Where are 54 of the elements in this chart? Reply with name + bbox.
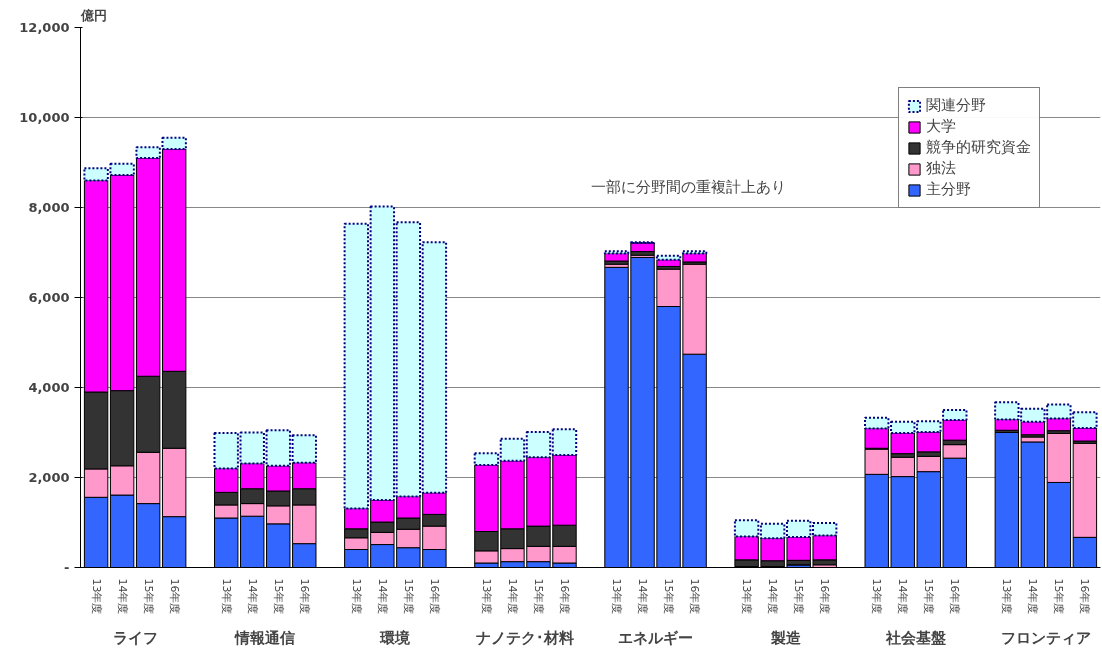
text: 環境 xyxy=(379,628,412,647)
x-tick-label: 15年度 xyxy=(662,578,676,615)
x-tick-label: 16年度 xyxy=(688,578,702,615)
x-tick-label: 16年度 xyxy=(297,578,311,615)
legend-label: 大学 xyxy=(926,117,956,136)
x-tick-label: 14年度 xyxy=(636,578,650,615)
x-tick-label: 15年度 xyxy=(1052,578,1066,615)
x-tick-label: 15年度 xyxy=(141,578,155,615)
x-tick-label: 15年度 xyxy=(531,578,545,615)
text: フロンティア xyxy=(1000,628,1091,647)
text: 製造 xyxy=(769,628,802,647)
x-tick-label: 14年度 xyxy=(505,578,519,615)
x-tick-label: 13年度 xyxy=(1000,578,1014,615)
x-tick-label: 14年度 xyxy=(896,578,910,615)
x-tick-label: 13年度 xyxy=(870,578,884,615)
x-tick-label: 16年度 xyxy=(427,578,441,615)
annotation: 一部に分野間の重複計上あり xyxy=(590,178,786,197)
y-tick-label: 8,000 xyxy=(28,200,70,215)
x-tick-label: 15年度 xyxy=(401,578,415,615)
x-tick-label: 13年度 xyxy=(219,578,233,615)
x-tick-label: 13年度 xyxy=(89,578,103,615)
x-tick-label: 15年度 xyxy=(271,578,285,615)
x-tick-label: 16年度 xyxy=(1078,578,1092,615)
text: 社会基盤 xyxy=(884,628,946,647)
x-tick-label: 13年度 xyxy=(610,578,624,615)
x-tick-label: 16年度 xyxy=(167,578,181,615)
x-tick-label: 14年度 xyxy=(766,578,780,615)
x-tick-label: 14年度 xyxy=(375,578,389,615)
x-tick-label: 13年度 xyxy=(740,578,754,615)
x-tick-label: 14年度 xyxy=(1026,578,1040,615)
y-tick-label: 10,000 xyxy=(19,110,70,125)
x-tick-label: 16年度 xyxy=(948,578,962,615)
x-tick-label: 15年度 xyxy=(922,578,936,615)
legend-label: 関連分野 xyxy=(926,96,986,115)
y-tick-label: 6,000 xyxy=(28,290,70,305)
text: ナノテク･材料 xyxy=(476,628,575,647)
x-tick-label: 15年度 xyxy=(792,578,806,615)
legend-label: 主分野 xyxy=(926,180,971,199)
y-axis-title: 億円 xyxy=(79,7,107,23)
x-tick-label: 16年度 xyxy=(818,578,832,615)
y-tick-label: 2,000 xyxy=(28,470,70,485)
x-tick-label: 14年度 xyxy=(245,578,259,615)
y-tick-label: 12,000 xyxy=(19,20,70,35)
text: ライフ xyxy=(112,628,158,647)
legend-label: 競争的研究資金 xyxy=(926,138,1031,157)
text: エネルギー xyxy=(618,628,694,647)
x-tick-label: 13年度 xyxy=(349,578,363,615)
text: 情報通信 xyxy=(234,628,296,647)
y-tick-label: - xyxy=(64,560,70,575)
x-tick-label: 16年度 xyxy=(557,578,571,615)
x-tick-label: 13年度 xyxy=(479,578,493,615)
y-tick-label: 4,000 xyxy=(28,380,70,395)
legend-label: 独法 xyxy=(926,159,956,178)
x-tick-label: 14年度 xyxy=(115,578,129,615)
